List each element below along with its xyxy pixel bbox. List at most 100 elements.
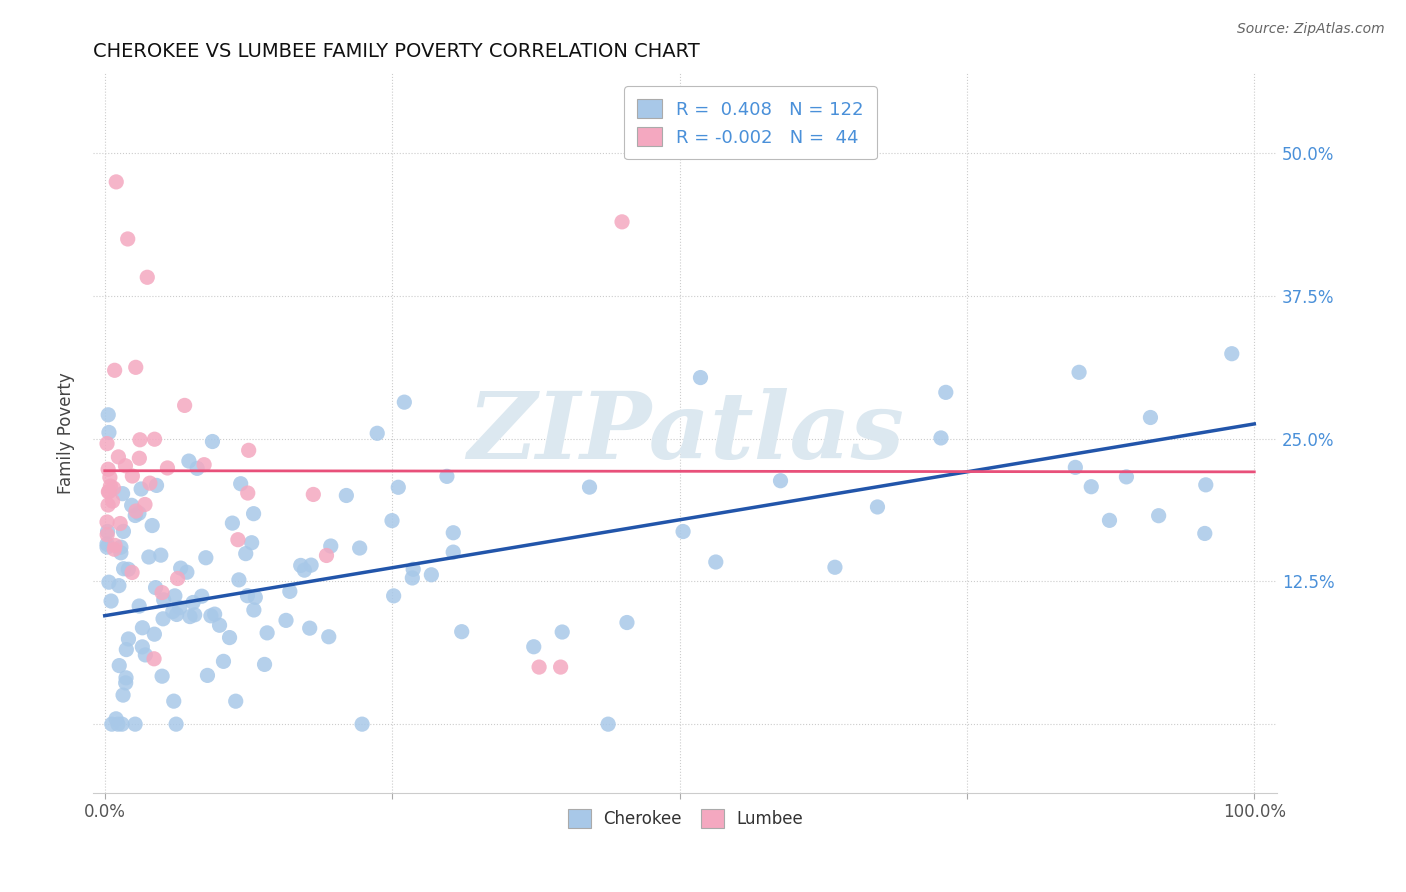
Point <box>689 370 711 384</box>
Point <box>221 516 243 530</box>
Point <box>115 642 138 657</box>
Point <box>131 621 153 635</box>
Point <box>181 595 204 609</box>
Point <box>436 469 458 483</box>
Point <box>150 669 173 683</box>
Point <box>302 487 325 501</box>
Point <box>193 458 215 472</box>
Point <box>104 363 127 377</box>
Point <box>139 476 162 491</box>
Point <box>176 566 198 580</box>
Point <box>212 654 235 668</box>
Point <box>1220 347 1243 361</box>
Point <box>226 533 249 547</box>
Point <box>117 632 139 646</box>
Point <box>610 215 633 229</box>
Point <box>141 518 163 533</box>
Point <box>96 527 118 541</box>
Point <box>145 478 167 492</box>
Point <box>111 486 134 500</box>
Point <box>450 624 472 639</box>
Point <box>165 717 187 731</box>
Point <box>100 479 122 493</box>
Point <box>315 549 337 563</box>
Point <box>124 717 146 731</box>
Point <box>117 562 139 576</box>
Point <box>349 541 371 555</box>
Point <box>97 484 120 499</box>
Point <box>134 648 156 662</box>
Point <box>366 426 388 441</box>
Point <box>124 508 146 523</box>
Point <box>236 589 259 603</box>
Point <box>523 640 546 654</box>
Point <box>578 480 600 494</box>
Point <box>96 537 118 551</box>
Text: ZIPatlas: ZIPatlas <box>467 388 904 478</box>
Point <box>1067 365 1090 379</box>
Point <box>382 589 405 603</box>
Point <box>121 499 143 513</box>
Point <box>110 546 132 560</box>
Point <box>598 717 620 731</box>
Point <box>550 660 572 674</box>
Point <box>242 507 264 521</box>
Point <box>256 625 278 640</box>
Point <box>228 573 250 587</box>
Point <box>441 525 464 540</box>
Point <box>125 504 148 518</box>
Point <box>292 563 315 577</box>
Point <box>149 548 172 562</box>
Point <box>131 640 153 654</box>
Point <box>152 612 174 626</box>
Point <box>197 668 219 682</box>
Point <box>103 481 125 495</box>
Point <box>156 461 179 475</box>
Point <box>101 717 124 731</box>
Point <box>143 432 166 446</box>
Point <box>101 494 124 508</box>
Point <box>441 545 464 559</box>
Point <box>143 652 166 666</box>
Point <box>179 609 201 624</box>
Point <box>103 542 125 557</box>
Point <box>105 175 128 189</box>
Point <box>111 717 134 731</box>
Point <box>1139 410 1161 425</box>
Point <box>108 579 131 593</box>
Point <box>100 594 122 608</box>
Point <box>616 615 638 630</box>
Point <box>240 535 263 549</box>
Point <box>108 658 131 673</box>
Point <box>200 608 222 623</box>
Point <box>298 621 321 635</box>
Point <box>201 434 224 449</box>
Point <box>1194 526 1216 541</box>
Point <box>97 484 120 499</box>
Point <box>143 627 166 641</box>
Point <box>97 462 120 476</box>
Point <box>104 538 127 552</box>
Point <box>110 540 132 554</box>
Point <box>129 433 152 447</box>
Point <box>191 589 214 603</box>
Point <box>290 558 312 573</box>
Point <box>166 572 188 586</box>
Point <box>420 567 443 582</box>
Point <box>236 486 259 500</box>
Point <box>145 581 167 595</box>
Point <box>96 515 118 529</box>
Point <box>128 451 150 466</box>
Point <box>394 395 416 409</box>
Point <box>129 482 152 496</box>
Point <box>204 607 226 622</box>
Point <box>97 498 120 512</box>
Point <box>194 550 217 565</box>
Point <box>96 436 118 450</box>
Point <box>183 607 205 622</box>
Point <box>1080 480 1102 494</box>
Point <box>97 575 120 590</box>
Point <box>318 630 340 644</box>
Point <box>115 671 138 685</box>
Point <box>1115 470 1137 484</box>
